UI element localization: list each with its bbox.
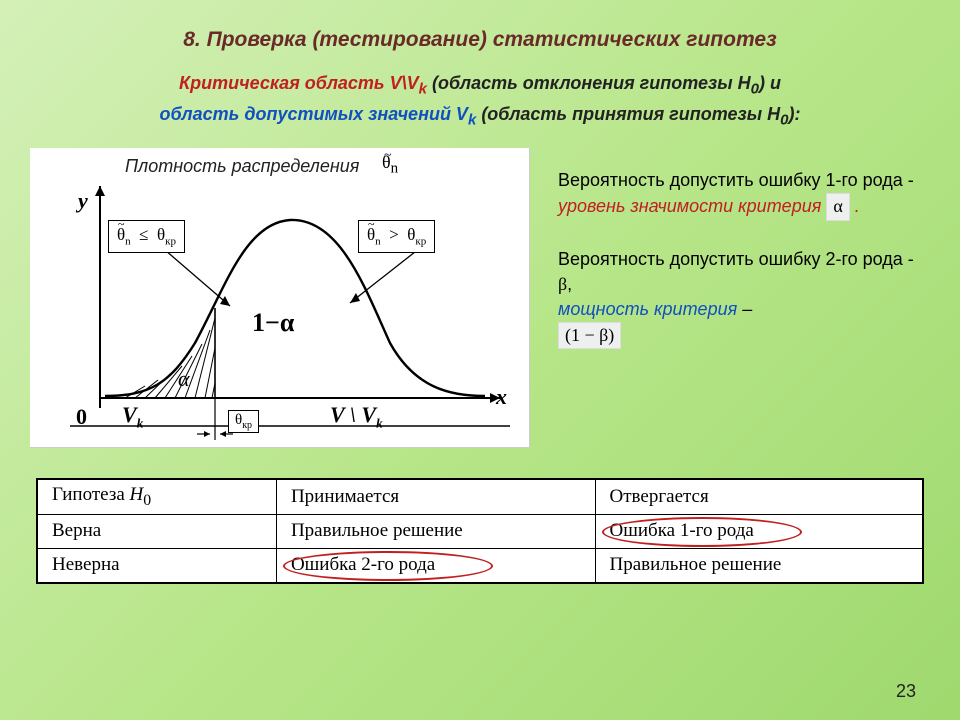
- theta-kr-box: θкр: [228, 410, 259, 433]
- x-axis-label: x: [496, 384, 507, 410]
- slide-title: 8. Проверка (тестирование) статистически…: [0, 0, 960, 52]
- plot-svg: [30, 148, 530, 448]
- cell-reject-header: Отвергается: [595, 480, 922, 515]
- page-number: 23: [896, 681, 916, 702]
- vk-label: Vk: [122, 402, 143, 431]
- box-theta-gt: ~θn > θкр: [358, 220, 435, 252]
- origin-label: 0: [76, 404, 87, 430]
- side-text: Вероятность допустить ошибку 1-го рода -…: [530, 148, 930, 448]
- alpha-box: α: [826, 193, 849, 220]
- y-axis-label: y: [78, 188, 88, 214]
- cell-false: Неверна: [38, 548, 277, 582]
- box-theta-leq: ~θn ≤ θкр: [108, 220, 185, 252]
- subtitle: Критическая область V\Vk (область отклон…: [0, 52, 960, 142]
- cell-true: Верна: [38, 514, 277, 548]
- critical-region-label: Критическая область V\Vk: [179, 73, 432, 93]
- error-table: Гипотеза H0 Принимается Отвергается Верн…: [36, 478, 924, 584]
- density-diagram: Плотность распределения ~θn: [30, 148, 530, 448]
- cell-correct1: Правильное решение: [276, 514, 595, 548]
- accept-region-label: область допустимых значений Vk: [160, 104, 482, 124]
- alpha-label: α: [178, 366, 190, 392]
- table-row: Гипотеза H0 Принимается Отвергается: [38, 480, 923, 515]
- one-minus-alpha-label: 1−α: [252, 308, 294, 338]
- critical-region-desc: (область отклонения гипотезы H0) и: [432, 73, 781, 93]
- table-row: Неверна Ошибка 2-го рода Правильное реше…: [38, 548, 923, 582]
- cell-accept-header: Принимается: [276, 480, 595, 515]
- vvk-label: V \ Vk: [330, 402, 383, 431]
- cell-h0: Гипотеза H0: [38, 480, 277, 515]
- type1-error-text: Вероятность допустить ошибку 1-го рода -…: [558, 168, 920, 220]
- accept-region-desc: (область принятия гипотезы H0):: [481, 104, 800, 124]
- cell-correct2: Правильное решение: [595, 548, 922, 582]
- cell-err2: Ошибка 2-го рода: [276, 548, 595, 582]
- type2-error-text: Вероятность допустить ошибку 2-го рода -…: [558, 247, 920, 350]
- table-row: Верна Правильное решение Ошибка 1-го род…: [38, 514, 923, 548]
- power-box: (1 − β): [558, 322, 621, 349]
- cell-err1: Ошибка 1-го рода: [595, 514, 922, 548]
